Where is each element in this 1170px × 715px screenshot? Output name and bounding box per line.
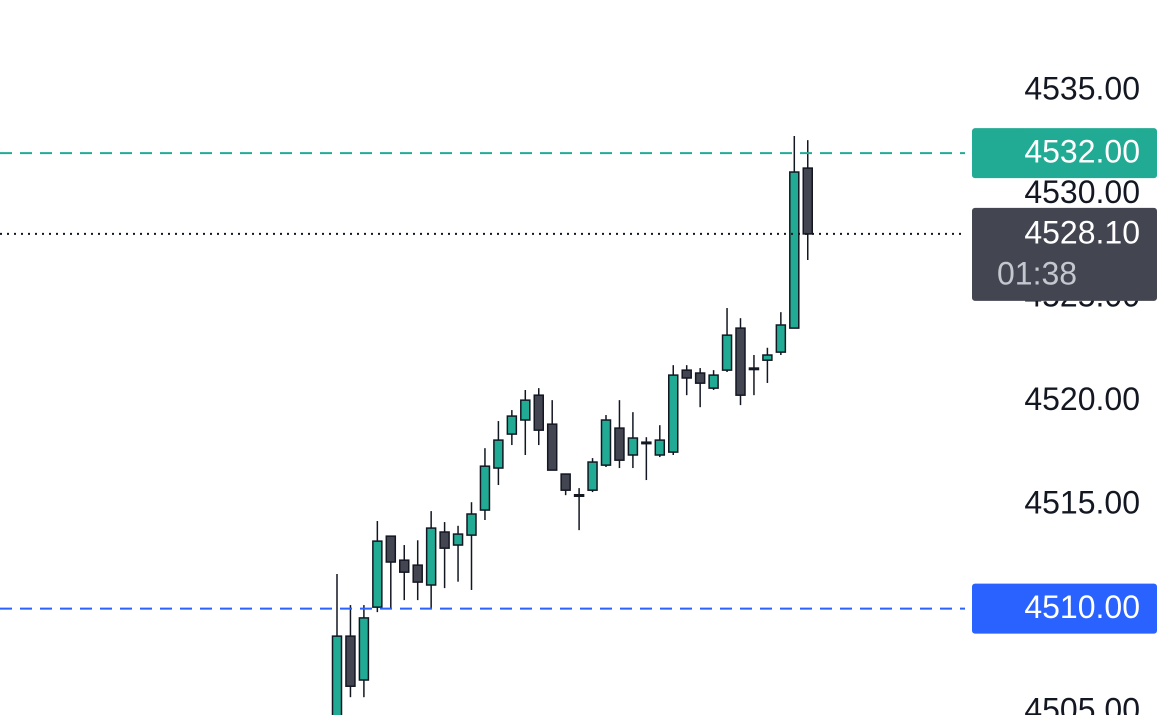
price-label-box xyxy=(972,128,1157,179)
candle-body xyxy=(802,167,813,235)
last-price-box xyxy=(972,207,1157,301)
candle-body xyxy=(708,374,719,389)
y-tick-label: 4535.00 xyxy=(1024,71,1140,107)
price-label-box xyxy=(972,583,1157,634)
candle-body xyxy=(520,399,531,421)
candle-body xyxy=(546,423,558,471)
candle-body xyxy=(358,617,370,681)
y-tick-label: 4505.00 xyxy=(1024,692,1140,715)
price-label: 4510.00 xyxy=(1024,589,1140,625)
candle-body xyxy=(425,527,437,586)
candle-body xyxy=(627,437,639,456)
price-label: 4532.00 xyxy=(1024,134,1140,170)
candle-body xyxy=(439,531,450,549)
candle-body xyxy=(399,559,410,573)
candle-body xyxy=(762,354,773,361)
candle-body xyxy=(331,635,343,715)
candle-body xyxy=(668,374,679,453)
candle-body xyxy=(412,564,423,583)
candle-body xyxy=(506,415,518,435)
y-tick-label: 4520.00 xyxy=(1024,381,1140,417)
candle-body xyxy=(789,171,800,329)
candle-body xyxy=(694,372,706,384)
candle-body xyxy=(641,441,652,445)
candle-body xyxy=(493,439,504,469)
candle-body xyxy=(385,535,397,563)
last-price-label: 4528.10 xyxy=(1024,214,1140,250)
candle-body xyxy=(587,461,598,491)
countdown: 01:38 xyxy=(997,255,1077,291)
candle-body xyxy=(654,439,666,456)
candle-body xyxy=(775,324,787,353)
candle-body xyxy=(721,334,733,371)
y-tick-label: 4540.00 xyxy=(1024,0,1140,3)
candle-body xyxy=(345,635,356,687)
candle-body xyxy=(452,533,464,546)
y-tick-label: 4530.00 xyxy=(1024,174,1140,210)
candle-body xyxy=(560,473,571,491)
candle-body xyxy=(614,427,625,461)
candle-body xyxy=(533,394,544,431)
y-tick-label: 4515.00 xyxy=(1024,485,1140,521)
candle-body xyxy=(600,419,612,466)
candle-body xyxy=(681,369,692,379)
candle-body xyxy=(748,367,760,371)
candle-body xyxy=(735,327,746,396)
candle-body xyxy=(573,493,585,497)
candle-body xyxy=(372,540,383,608)
candle-body xyxy=(466,513,477,536)
candle-body xyxy=(479,465,491,511)
